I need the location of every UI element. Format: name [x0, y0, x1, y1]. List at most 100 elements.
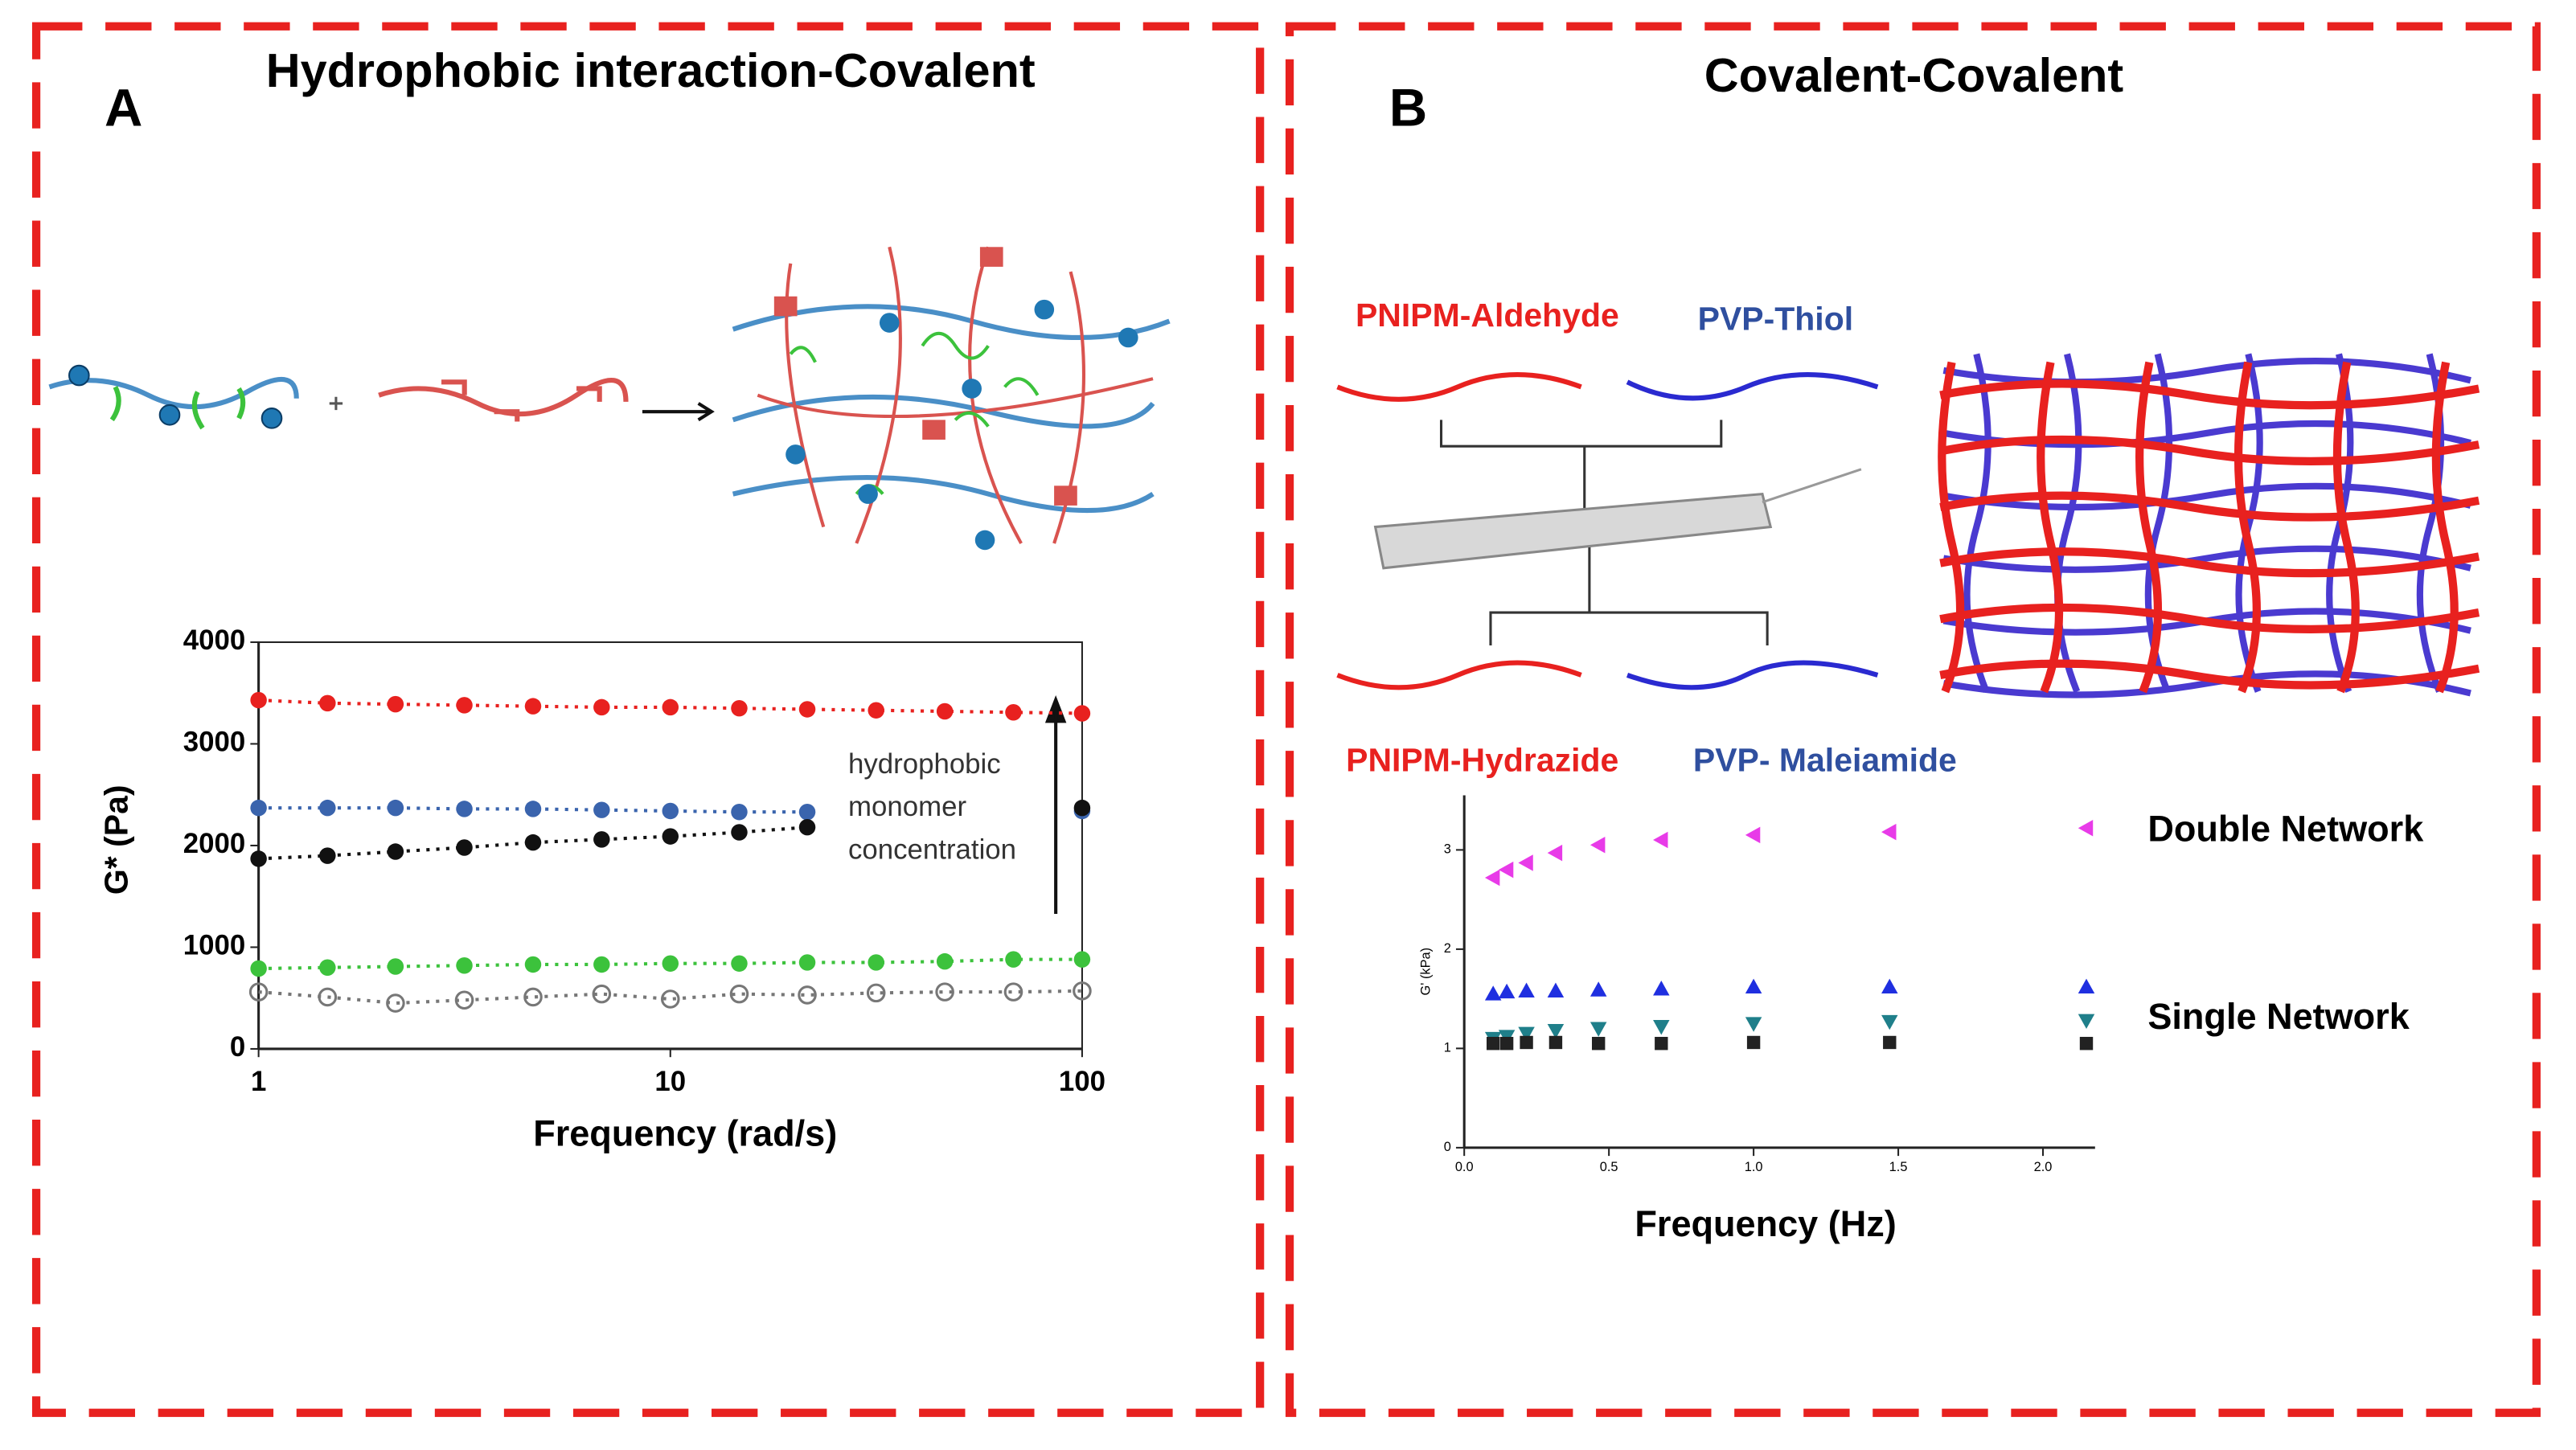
network-chain	[1942, 545, 2471, 573]
network-chain	[2135, 361, 2163, 694]
marker	[1498, 983, 1516, 999]
y-tick-label: 0	[1444, 1140, 1451, 1154]
marker	[1883, 1035, 1897, 1050]
network-chain	[757, 246, 1154, 545]
marker	[1881, 823, 1897, 841]
marker	[1518, 982, 1535, 997]
y-tick-label: 1000	[183, 930, 245, 961]
marker	[1499, 1037, 1514, 1051]
annotation: Single Network	[2147, 996, 2410, 1037]
marker	[660, 989, 680, 1009]
marker	[456, 801, 473, 817]
marker	[1547, 1023, 1565, 1039]
bead	[260, 408, 283, 429]
annotation: monomer	[848, 791, 966, 822]
marker	[729, 984, 749, 1004]
x-tick-label: 1.5	[1889, 1160, 1908, 1174]
x-tick-label: 100	[1059, 1066, 1105, 1097]
marker	[1547, 982, 1565, 997]
marker	[1005, 951, 1022, 968]
network-mesh	[1938, 353, 2480, 698]
polymer-chain	[48, 377, 299, 410]
y-tick-label: 2000	[183, 828, 245, 859]
marker	[593, 956, 610, 973]
marker	[1653, 1020, 1670, 1035]
syringe	[1373, 492, 1773, 570]
marker	[662, 698, 679, 716]
marker	[1518, 1026, 1535, 1042]
marker	[456, 839, 473, 856]
bead	[962, 379, 982, 399]
y-tick-label: 1	[1444, 1041, 1451, 1055]
plus-sign	[329, 396, 343, 411]
marker	[387, 799, 404, 817]
marker	[319, 959, 336, 977]
polymer-chain	[1336, 660, 1582, 690]
marker	[1653, 981, 1670, 996]
marker	[798, 954, 816, 971]
x-tick-label: 0.0	[1455, 1160, 1474, 1174]
marker	[524, 956, 542, 973]
connector	[1439, 420, 1769, 646]
marker	[936, 702, 954, 720]
marker	[524, 801, 542, 817]
marker	[2079, 1037, 2094, 1051]
y-axis-label: G' (kPa)	[1418, 948, 1433, 996]
polymer-chain	[1336, 372, 1582, 402]
crosslink	[922, 420, 945, 440]
y-tick-label: 0	[230, 1031, 245, 1063]
marker	[798, 803, 816, 821]
marker	[1746, 1035, 1761, 1050]
annotation-arrow	[1044, 694, 1067, 914]
marker	[662, 802, 679, 820]
marker	[386, 993, 405, 1013]
bead	[1034, 299, 1055, 320]
marker	[1073, 799, 1091, 817]
x-tick-label: 10	[654, 1066, 686, 1097]
marker	[1520, 1035, 1533, 1050]
network-chain	[1939, 379, 2480, 410]
marker	[662, 955, 679, 972]
marker	[1486, 1037, 1500, 1051]
network-chain	[1939, 491, 2480, 522]
marker	[250, 960, 267, 977]
network-chain	[2332, 361, 2360, 694]
bead	[68, 364, 90, 387]
marker	[731, 803, 748, 821]
crosslink	[979, 247, 1003, 267]
x-tick-label: 1.0	[1745, 1160, 1763, 1174]
marker	[1484, 985, 1502, 1001]
marker	[248, 982, 269, 1001]
annotation: concentration	[848, 834, 1016, 865]
series-line	[258, 989, 1082, 1006]
marker	[936, 952, 954, 970]
marker	[319, 799, 336, 817]
marker	[318, 987, 338, 1007]
marker	[593, 801, 610, 818]
network-chain	[1939, 659, 2480, 690]
marker	[1653, 831, 1668, 849]
network-chain	[1942, 482, 2471, 511]
network-chain	[2037, 361, 2064, 694]
arrow	[642, 402, 715, 422]
marker	[1589, 981, 1607, 997]
marker	[1073, 981, 1092, 1001]
marker	[731, 699, 748, 717]
marker	[866, 983, 886, 1003]
marker	[250, 799, 267, 817]
hydrophobic-cluster	[789, 331, 1040, 495]
panel-border	[1285, 22, 2541, 1417]
x-tick-label: 0.5	[1600, 1160, 1618, 1174]
marker	[2078, 978, 2095, 994]
diagram-label: PNIPM-Aldehyde	[1356, 297, 1619, 334]
marker	[456, 697, 473, 714]
bead	[786, 444, 806, 465]
crosslinker	[441, 379, 602, 422]
bead	[879, 313, 900, 333]
y-axis-label: G* (Pa)	[97, 784, 134, 895]
marker	[1547, 844, 1563, 862]
marker	[731, 955, 748, 972]
annotation: hydrophobic	[848, 748, 1001, 780]
panel-title: Covalent-Covalent	[1704, 48, 2124, 102]
